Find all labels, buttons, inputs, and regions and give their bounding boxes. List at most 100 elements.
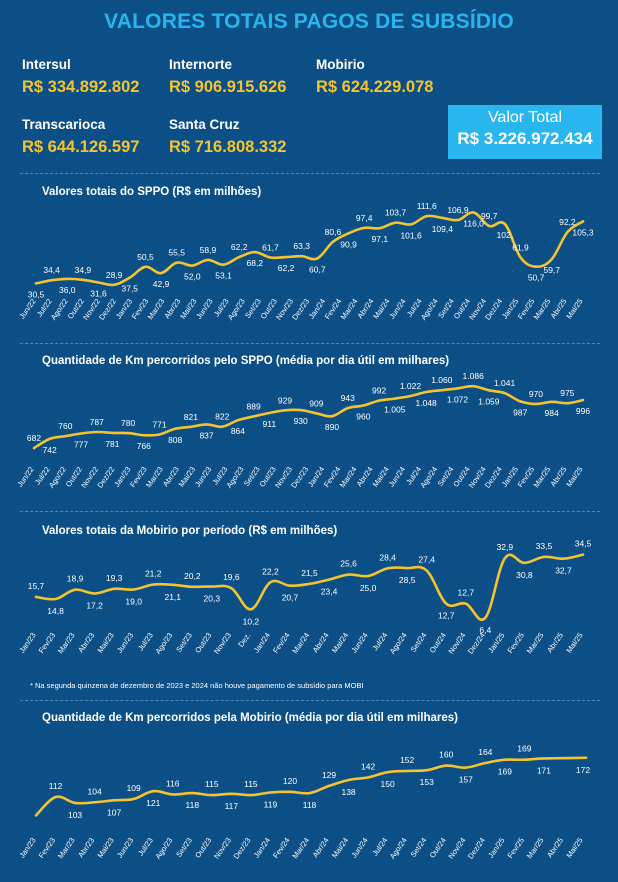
operator-name: Internorte [169,57,233,72]
data-label: 115 [244,779,258,789]
data-point [112,799,116,802]
data-point [534,402,538,406]
x-tick-label: Ago/23 [225,465,246,490]
data-point [330,415,334,418]
data-point [230,586,233,590]
data-point [93,801,96,804]
data-point [316,257,319,260]
data-point [189,425,193,429]
data-point [236,419,240,422]
data-point [268,411,271,415]
x-tick-label: Mai/24 [330,836,350,860]
x-tick-label: Dez/22 [97,297,118,322]
x-tick-label: Fev/23 [37,631,58,655]
data-label: 103 [68,810,82,820]
data-label: 1.072 [447,394,469,404]
data-point [534,265,538,268]
data-label: 59,7 [543,265,560,275]
data-label: 28,5 [399,575,416,585]
data-point [503,758,507,761]
data-label: 105,3 [572,227,594,237]
data-label: 12,7 [458,588,475,598]
data-point [315,412,318,415]
data-point [441,216,444,220]
x-tick-label: Jan/23 [17,631,37,655]
data-label: 929 [278,395,292,405]
data-point [249,608,253,611]
data-point [34,595,38,599]
data-point [173,427,177,430]
data-label: 117 [225,801,239,811]
x-tick-label: Jan/24 [252,631,272,655]
data-point [112,283,116,286]
data-label: 1.041 [494,378,516,388]
data-label: 55,5 [168,248,185,258]
data-point [95,430,98,434]
footnote: * Na segunda quinzena de dezembro de 202… [30,681,364,690]
data-point [206,258,210,262]
operator-internorte: Internorte R$ 906.915.626 [169,57,286,97]
data-label: 23,4 [321,587,338,597]
data-label: 62,2 [278,263,295,273]
data-label: 53,1 [215,271,232,281]
x-tick-label: Ago/23 [226,297,247,322]
data-label: 90,9 [340,239,357,249]
data-label: 20,7 [282,593,299,603]
data-point [487,389,491,392]
data-label: 138 [341,787,355,797]
x-tick-label: Jun/23 [193,465,213,489]
data-point [484,761,487,765]
data-point [222,263,225,266]
data-label: 822 [215,412,229,422]
data-point [523,561,526,565]
data-label: 6,4 [479,625,491,635]
x-tick-label: Jun/23 [115,631,135,655]
x-tick-label: Dez/23 [290,297,311,322]
data-point [366,574,370,578]
data-point [158,433,161,436]
x-tick-label: Abr/25 [545,631,565,654]
x-tick-label: Mar/25 [525,836,546,860]
data-label: 97,1 [372,234,389,244]
data-point [445,602,448,605]
data-label: 37,5 [121,284,138,294]
data-label: 17,2 [86,601,103,611]
x-tick-label: Mar/23 [56,836,77,860]
data-label: 99,7 [481,211,498,221]
data-label: 19,3 [106,573,123,583]
data-point [562,557,565,560]
x-tick-label: Mai/24 [330,631,350,655]
data-point [54,795,57,799]
x-tick-label: Dez/23 [232,836,253,861]
x-tick-label: Nov/23 [212,836,233,861]
data-label: 31,6 [90,289,107,299]
data-label: 118 [303,800,317,810]
x-tick-label: Abr/23 [76,836,96,859]
data-point [393,397,396,400]
data-label: 15,7 [28,581,45,591]
x-tick-label: Abr/23 [76,631,96,654]
x-tick-label: Mar/23 [144,465,165,489]
data-label: 21,5 [301,568,318,578]
data-point [581,553,585,556]
data-point [488,224,491,228]
data-label: 984 [545,408,559,418]
data-label: 157 [459,775,473,785]
data-label: 50,7 [528,273,545,283]
data-label: 50,5 [137,252,154,262]
data-label: 171 [537,765,551,775]
operator-name: Intersul [22,57,71,72]
data-point [581,220,585,223]
data-label: 21,1 [164,592,181,602]
x-tick-label: Jul/23 [136,836,155,858]
data-label: 682 [27,433,41,443]
data-point [405,769,409,773]
data-point [132,797,135,801]
series-line [32,384,585,450]
data-label: 760 [58,421,72,431]
data-point [126,431,130,435]
total-value: R$ 3.226.972.434 [457,129,593,148]
x-tick-label: Mar/25 [532,465,553,489]
data-label: 766 [137,441,151,451]
data-label: 111,6 [417,201,437,211]
